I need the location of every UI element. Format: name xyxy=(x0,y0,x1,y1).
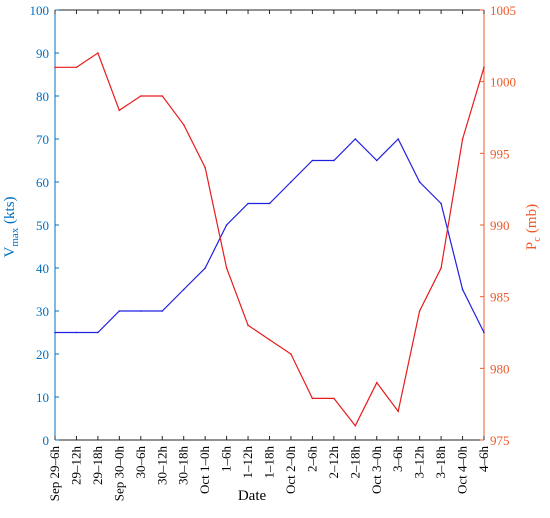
pc-point xyxy=(268,338,271,341)
x-tick-label: 3–6h xyxy=(390,446,405,473)
x-tick-label: 30–6h xyxy=(133,446,148,479)
y-right-tick-label: 975 xyxy=(490,433,510,448)
x-tick-label: 1–12h xyxy=(240,446,255,479)
vmax-point xyxy=(204,267,206,269)
x-tick-label: 2–18h xyxy=(347,446,362,479)
x-tick-label: Oct 4–0h xyxy=(455,446,470,495)
y-right-tick-label: 980 xyxy=(490,361,510,376)
vmax-point xyxy=(333,159,335,162)
pc-point xyxy=(461,138,464,140)
y-left-tick-label: 20 xyxy=(36,347,49,362)
vmax-point xyxy=(483,331,485,334)
pc-point xyxy=(140,95,142,97)
x-tick-label: 1–18h xyxy=(262,446,277,479)
vmax-point xyxy=(182,288,185,291)
x-tick-label: Oct 2–0h xyxy=(283,446,298,495)
pc-point xyxy=(290,353,292,355)
pc-point xyxy=(161,95,164,97)
pc-point xyxy=(97,52,99,54)
y-left-tick-label: 100 xyxy=(30,3,50,18)
x-axis-ticks: Sep 29–6h 29–12h 29–18h Sep 30–0h 30–6h 30–12… xyxy=(47,10,491,501)
y-left-tick-label: 70 xyxy=(36,132,49,147)
pc-point xyxy=(354,424,357,427)
y-right-tick-label: 995 xyxy=(490,146,510,161)
plot-area xyxy=(54,9,485,441)
pc-point xyxy=(397,410,400,413)
x-tick-label: 4–6h xyxy=(476,446,491,473)
vmax-point xyxy=(311,159,314,162)
y-left-tick-label: 60 xyxy=(36,175,49,190)
pc-point xyxy=(225,267,228,269)
y-right-tick-label: 985 xyxy=(490,290,510,305)
y-left-tick-label: 10 xyxy=(36,390,49,405)
x-tick-label: 29–12h xyxy=(68,446,83,486)
pc-point xyxy=(182,123,185,126)
y-right-axis-title-sub: c xyxy=(531,237,543,242)
pc-point xyxy=(440,267,442,269)
vmax-point xyxy=(118,310,121,312)
x-tick-label: Oct 1–0h xyxy=(197,446,212,495)
x-tick-label: 30–12h xyxy=(154,446,169,486)
vmax-point xyxy=(75,331,78,334)
vmax-point xyxy=(97,331,99,334)
series-line-pc xyxy=(55,52,485,427)
x-tick-label: 29–18h xyxy=(90,446,105,486)
pc-point xyxy=(311,397,314,400)
y-right-tick-label: 1005 xyxy=(490,3,516,18)
x-tick-label: 2–12h xyxy=(326,446,341,479)
y-right-axis-title-tail: (mb) xyxy=(524,204,540,237)
vmax-point xyxy=(354,138,357,140)
x-tick-label: 1–6h xyxy=(219,446,234,473)
y-left-tick-label: 30 xyxy=(36,304,49,319)
vmax-point xyxy=(140,310,142,312)
x-tick-label: 30–18h xyxy=(176,446,191,486)
vmax-point xyxy=(375,159,378,162)
pc-point xyxy=(247,324,249,327)
vmax-point xyxy=(247,202,249,205)
y-left-axis-ticks: 0 10 20 30 40 50 60 70 80 90 100 xyxy=(30,3,59,448)
y-left-axis-title-tail: (kts) xyxy=(2,196,18,227)
y-right-axis-ticks: 975 980 985 990 995 1000 1005 xyxy=(480,3,516,448)
pc-point xyxy=(75,66,78,69)
x-tick-label: Sep 30–0h xyxy=(111,446,126,502)
y-right-axis-title: Pc (mb) xyxy=(524,204,543,250)
vmax-point xyxy=(225,224,228,226)
y-right-tick-label: 990 xyxy=(490,218,510,233)
y-left-tick-label: 80 xyxy=(36,89,49,104)
pc-point xyxy=(54,66,56,69)
pc-point xyxy=(118,109,121,112)
pc-point xyxy=(418,310,421,312)
y-left-axis-title-sub: max xyxy=(9,227,21,246)
vmax-point xyxy=(418,181,421,183)
y-left-axis-title: Vmax (kts) xyxy=(2,196,21,257)
vmax-point xyxy=(290,181,292,183)
pc-point xyxy=(204,166,206,169)
pc-point xyxy=(375,381,378,384)
series-line-vmax xyxy=(55,137,485,334)
y-left-axis-title-main: V xyxy=(2,247,18,258)
vmax-point xyxy=(54,331,56,334)
pc-point xyxy=(483,66,485,69)
vmax-point xyxy=(440,202,442,205)
y-right-tick-label: 1000 xyxy=(490,75,516,90)
x-tick-label: 3–18h xyxy=(433,446,448,479)
x-tick-label: Oct 3–0h xyxy=(369,446,384,495)
x-tick-label: 2–6h xyxy=(304,446,319,473)
vmax-point xyxy=(397,138,400,140)
y-left-tick-label: 40 xyxy=(36,261,49,276)
y-right-axis-title-main: P xyxy=(524,242,540,250)
vmax-point xyxy=(461,288,464,291)
x-tick-label: 3–12h xyxy=(412,446,427,479)
vmax-point xyxy=(268,202,271,205)
vmax-point xyxy=(161,310,164,312)
pc-point xyxy=(333,397,335,400)
x-axis-title: Date xyxy=(238,488,267,504)
y-left-tick-label: 0 xyxy=(43,433,50,448)
x-tick-label: Sep 29–6h xyxy=(47,446,62,502)
y-left-tick-label: 50 xyxy=(36,218,49,233)
y-left-tick-label: 90 xyxy=(36,46,49,61)
